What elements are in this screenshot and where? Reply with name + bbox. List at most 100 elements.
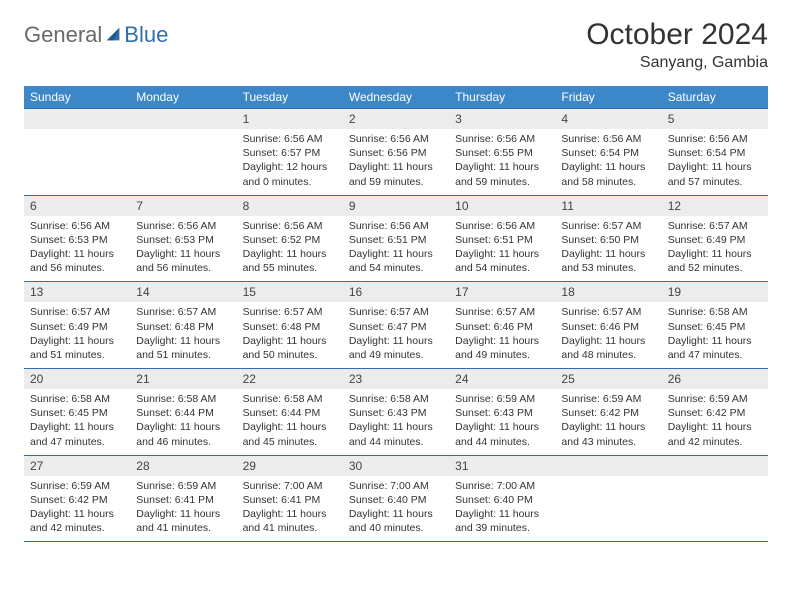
sunrise-text: Sunrise: 6:59 AM — [136, 479, 230, 493]
day-content: Sunrise: 6:57 AMSunset: 6:47 PMDaylight:… — [343, 302, 449, 368]
day-cell: 24Sunrise: 6:59 AMSunset: 6:43 PMDayligh… — [449, 369, 555, 455]
sunset-text: Sunset: 6:54 PM — [561, 146, 655, 160]
daylight-text: Daylight: 11 hours and 43 minutes. — [561, 420, 655, 448]
day-content: Sunrise: 6:59 AMSunset: 6:43 PMDaylight:… — [449, 389, 555, 455]
logo-sail-icon — [105, 26, 123, 44]
sunset-text: Sunset: 6:52 PM — [243, 233, 337, 247]
sunrise-text: Sunrise: 6:57 AM — [136, 305, 230, 319]
daylight-text: Daylight: 11 hours and 51 minutes. — [30, 334, 124, 362]
sunrise-text: Sunrise: 6:56 AM — [349, 219, 443, 233]
sunset-text: Sunset: 6:51 PM — [349, 233, 443, 247]
daylight-text: Daylight: 11 hours and 48 minutes. — [561, 334, 655, 362]
day-number: 29 — [237, 456, 343, 476]
daylight-text: Daylight: 11 hours and 39 minutes. — [455, 507, 549, 535]
sunrise-text: Sunrise: 6:56 AM — [30, 219, 124, 233]
sunset-text: Sunset: 6:48 PM — [136, 320, 230, 334]
empty-day-bar — [130, 109, 236, 129]
week-row: 27Sunrise: 6:59 AMSunset: 6:42 PMDayligh… — [24, 455, 768, 542]
sunset-text: Sunset: 6:44 PM — [243, 406, 337, 420]
day-number: 23 — [343, 369, 449, 389]
sunset-text: Sunset: 6:47 PM — [349, 320, 443, 334]
day-cell: 8Sunrise: 6:56 AMSunset: 6:52 PMDaylight… — [237, 196, 343, 282]
sunset-text: Sunset: 6:42 PM — [561, 406, 655, 420]
day-content: Sunrise: 7:00 AMSunset: 6:40 PMDaylight:… — [343, 476, 449, 542]
sunset-text: Sunset: 6:46 PM — [561, 320, 655, 334]
daylight-text: Daylight: 11 hours and 46 minutes. — [136, 420, 230, 448]
day-content: Sunrise: 6:57 AMSunset: 6:48 PMDaylight:… — [130, 302, 236, 368]
sunrise-text: Sunrise: 6:56 AM — [668, 132, 762, 146]
sunset-text: Sunset: 6:41 PM — [136, 493, 230, 507]
day-cell: 10Sunrise: 6:56 AMSunset: 6:51 PMDayligh… — [449, 196, 555, 282]
empty-day-bar — [555, 456, 661, 476]
day-content: Sunrise: 6:56 AMSunset: 6:53 PMDaylight:… — [130, 216, 236, 282]
sunset-text: Sunset: 6:57 PM — [243, 146, 337, 160]
day-content: Sunrise: 7:00 AMSunset: 6:41 PMDaylight:… — [237, 476, 343, 542]
weekday-header: Thursday — [449, 86, 555, 108]
week-row: 6Sunrise: 6:56 AMSunset: 6:53 PMDaylight… — [24, 195, 768, 282]
page-header: General Blue October 2024 Sanyang, Gambi… — [24, 18, 768, 72]
sunrise-text: Sunrise: 6:57 AM — [561, 305, 655, 319]
day-number: 26 — [662, 369, 768, 389]
day-cell: 7Sunrise: 6:56 AMSunset: 6:53 PMDaylight… — [130, 196, 236, 282]
logo-text-general: General — [24, 22, 102, 48]
daylight-text: Daylight: 11 hours and 59 minutes. — [349, 160, 443, 188]
daylight-text: Daylight: 11 hours and 45 minutes. — [243, 420, 337, 448]
sunset-text: Sunset: 6:53 PM — [136, 233, 230, 247]
daylight-text: Daylight: 11 hours and 42 minutes. — [30, 507, 124, 535]
weekday-header: Tuesday — [237, 86, 343, 108]
sunset-text: Sunset: 6:42 PM — [668, 406, 762, 420]
sunset-text: Sunset: 6:49 PM — [668, 233, 762, 247]
sunrise-text: Sunrise: 6:56 AM — [455, 219, 549, 233]
weeks-container: 1Sunrise: 6:56 AMSunset: 6:57 PMDaylight… — [24, 108, 768, 541]
day-cell: 14Sunrise: 6:57 AMSunset: 6:48 PMDayligh… — [130, 282, 236, 368]
sunrise-text: Sunrise: 6:58 AM — [668, 305, 762, 319]
day-content: Sunrise: 6:59 AMSunset: 6:42 PMDaylight:… — [24, 476, 130, 542]
sunrise-text: Sunrise: 6:56 AM — [243, 219, 337, 233]
day-cell: 6Sunrise: 6:56 AMSunset: 6:53 PMDaylight… — [24, 196, 130, 282]
day-content: Sunrise: 6:56 AMSunset: 6:51 PMDaylight:… — [449, 216, 555, 282]
day-cell: 2Sunrise: 6:56 AMSunset: 6:56 PMDaylight… — [343, 109, 449, 195]
day-number: 28 — [130, 456, 236, 476]
daylight-text: Daylight: 11 hours and 49 minutes. — [455, 334, 549, 362]
daylight-text: Daylight: 11 hours and 54 minutes. — [349, 247, 443, 275]
day-cell: 27Sunrise: 6:59 AMSunset: 6:42 PMDayligh… — [24, 456, 130, 542]
calendar-bottom-border — [24, 541, 768, 542]
day-content: Sunrise: 6:57 AMSunset: 6:50 PMDaylight:… — [555, 216, 661, 282]
sunrise-text: Sunrise: 6:57 AM — [243, 305, 337, 319]
day-cell: 11Sunrise: 6:57 AMSunset: 6:50 PMDayligh… — [555, 196, 661, 282]
month-title: October 2024 — [586, 18, 768, 52]
location-label: Sanyang, Gambia — [586, 54, 768, 72]
day-cell: 28Sunrise: 6:59 AMSunset: 6:41 PMDayligh… — [130, 456, 236, 542]
empty-day-bar — [662, 456, 768, 476]
sunset-text: Sunset: 6:56 PM — [349, 146, 443, 160]
day-number: 6 — [24, 196, 130, 216]
day-content: Sunrise: 6:56 AMSunset: 6:51 PMDaylight:… — [343, 216, 449, 282]
day-number: 14 — [130, 282, 236, 302]
day-content: Sunrise: 6:56 AMSunset: 6:57 PMDaylight:… — [237, 129, 343, 195]
day-number: 22 — [237, 369, 343, 389]
day-number: 31 — [449, 456, 555, 476]
daylight-text: Daylight: 11 hours and 41 minutes. — [243, 507, 337, 535]
sunset-text: Sunset: 6:43 PM — [455, 406, 549, 420]
day-cell: 29Sunrise: 7:00 AMSunset: 6:41 PMDayligh… — [237, 456, 343, 542]
day-number: 10 — [449, 196, 555, 216]
day-number: 2 — [343, 109, 449, 129]
day-cell — [662, 456, 768, 542]
daylight-text: Daylight: 11 hours and 51 minutes. — [136, 334, 230, 362]
day-cell: 26Sunrise: 6:59 AMSunset: 6:42 PMDayligh… — [662, 369, 768, 455]
sunset-text: Sunset: 6:55 PM — [455, 146, 549, 160]
sunset-text: Sunset: 6:42 PM — [30, 493, 124, 507]
day-cell: 15Sunrise: 6:57 AMSunset: 6:48 PMDayligh… — [237, 282, 343, 368]
daylight-text: Daylight: 12 hours and 0 minutes. — [243, 160, 337, 188]
daylight-text: Daylight: 11 hours and 55 minutes. — [243, 247, 337, 275]
week-row: 13Sunrise: 6:57 AMSunset: 6:49 PMDayligh… — [24, 281, 768, 368]
day-cell: 1Sunrise: 6:56 AMSunset: 6:57 PMDaylight… — [237, 109, 343, 195]
day-cell: 19Sunrise: 6:58 AMSunset: 6:45 PMDayligh… — [662, 282, 768, 368]
sunrise-text: Sunrise: 6:59 AM — [30, 479, 124, 493]
day-number: 4 — [555, 109, 661, 129]
day-cell: 12Sunrise: 6:57 AMSunset: 6:49 PMDayligh… — [662, 196, 768, 282]
sunrise-text: Sunrise: 6:59 AM — [668, 392, 762, 406]
day-number: 9 — [343, 196, 449, 216]
day-content: Sunrise: 6:57 AMSunset: 6:48 PMDaylight:… — [237, 302, 343, 368]
day-cell: 16Sunrise: 6:57 AMSunset: 6:47 PMDayligh… — [343, 282, 449, 368]
